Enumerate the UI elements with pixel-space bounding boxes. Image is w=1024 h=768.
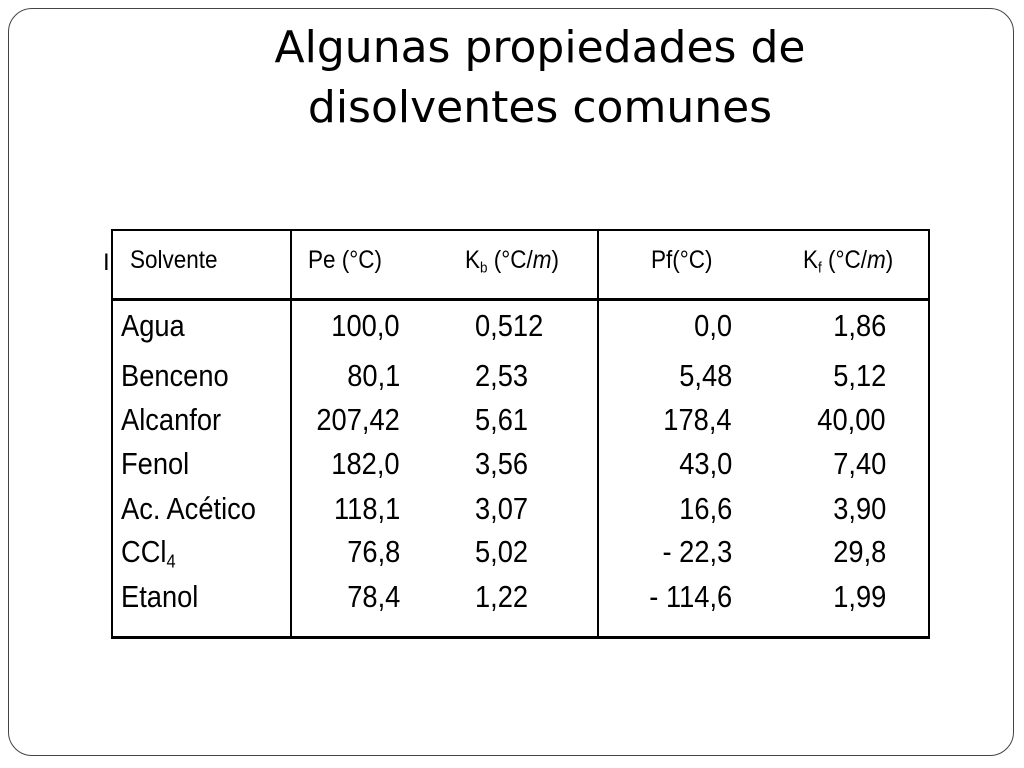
cell-value: 3,56 [475,446,529,481]
cell-value: 5,61 [475,402,529,437]
cell-text: Alcanfor [121,402,222,437]
cell-text: b [480,259,488,277]
cell-value: 100,0 [331,308,400,343]
header-divider [113,298,928,301]
cell-value: 3,90 [832,491,886,526]
table [111,229,930,639]
cell-text: Fenol [121,446,190,481]
cell-value: 1,22 [475,579,529,614]
row-label: Ac. Acético [121,491,256,527]
cell-value: 0,0 [694,308,732,343]
row-label: Etanol [121,579,198,615]
cell-value: 76,8 [346,534,400,569]
cell-value: 5,02 [475,534,529,569]
cell-value: 118,1 [333,491,400,526]
cell-value: 80,1 [346,358,400,393]
slide-title: Algunas propiedades de disolventes comun… [274,22,806,133]
cell-value: - 22,3 [662,534,732,569]
header-cell: Pe (°C) [308,246,382,275]
cell-value: 43,0 [678,446,732,481]
cell-value: 1,99 [832,579,886,614]
cell-text: (°C/ [487,246,533,274]
cell-text: Ac. Acético [121,491,256,526]
header-cell: Solvente [130,246,218,275]
cell-value: 5,12 [832,358,886,393]
header-cell: Pf(°C) [651,246,712,275]
cell-value: 5,48 [678,358,732,393]
cell-value: 1,86 [832,308,886,343]
cell-text: (°C/ [821,246,868,274]
cell-text: Etanol [121,579,199,614]
slide-frame [8,8,1014,756]
cell-text: m [867,246,886,274]
cell-text: 4 [166,550,176,572]
cell-text: f [818,259,822,277]
cell-value: 0,512 [475,308,544,343]
row-label: Alcanfor [121,402,221,438]
stray-mark: I [103,249,110,276]
cell-value: 182,0 [331,446,400,481]
cell-text: Pe (°C) [308,246,383,274]
cell-value: 2,53 [475,358,529,393]
cell-text: K [465,246,481,274]
cell-value: 178,4 [663,402,732,437]
cell-text: Pf(°C) [651,246,713,274]
row-label: Benceno [121,358,229,394]
column-divider [290,231,292,636]
row-label: Fenol [121,446,189,482]
cell-text: Agua [121,308,185,343]
cell-value: 29,8 [832,534,886,569]
cell-text: m [532,246,552,274]
cell-value: 207,42 [316,402,400,437]
column-divider [597,231,599,636]
header-cell: Kf (°C/m) [803,246,893,277]
header-cell: Kb (°C/m) [465,246,559,277]
cell-text: Solvente [130,246,218,274]
cell-text: K [803,246,819,274]
cell-value: - 114,6 [649,579,732,614]
row-label: Agua [121,308,185,344]
cell-text: CCl [121,534,167,569]
cell-value: 7,40 [832,446,886,481]
cell-text: Benceno [121,358,229,393]
row-label: CCl4 [121,534,176,573]
cell-text: ) [551,246,560,274]
cell-value: 3,07 [475,491,529,526]
cell-value: 16,6 [678,491,732,526]
cell-text: ) [885,246,894,274]
cell-value: 40,00 [817,402,886,437]
cell-value: 78,4 [346,579,400,614]
